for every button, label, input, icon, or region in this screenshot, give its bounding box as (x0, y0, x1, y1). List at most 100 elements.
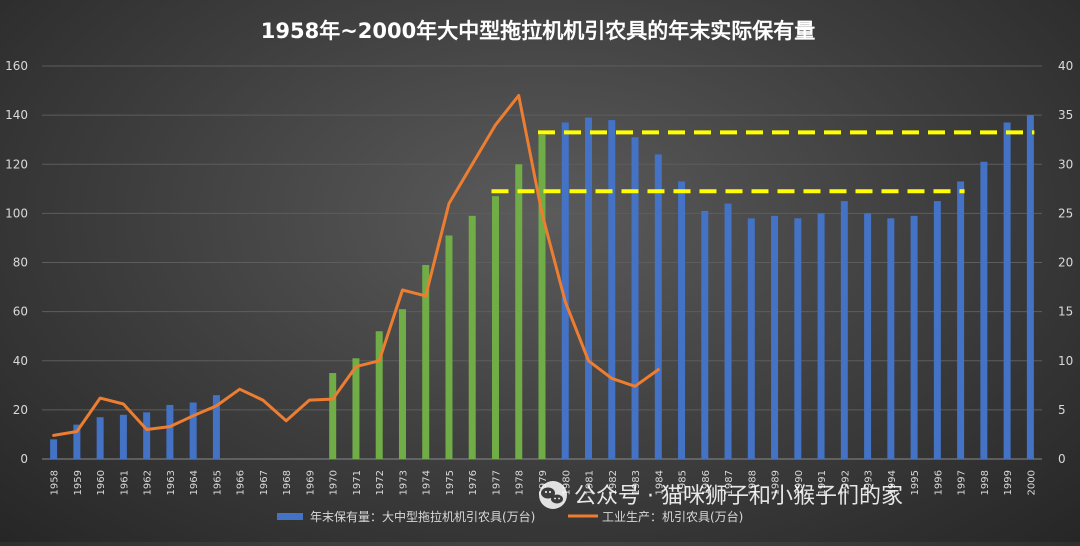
x-tick-label: 1976 (468, 470, 479, 495)
y-right-tick-label: 25 (1058, 206, 1073, 220)
bar (96, 417, 104, 459)
y-left-tick-label: 120 (5, 157, 28, 171)
x-tick-label: 1985 (678, 470, 689, 495)
x-tick-label: 1963 (166, 470, 177, 495)
bar (980, 161, 988, 459)
x-tick-label: 1995 (910, 470, 921, 495)
x-tick-label: 1983 (631, 470, 642, 495)
x-tick-label: 1975 (445, 470, 456, 495)
x-tick-label: 2000 (1026, 470, 1037, 495)
bar (1003, 122, 1011, 460)
bar (422, 264, 430, 459)
x-tick-label: 1966 (236, 470, 247, 495)
bar (212, 395, 220, 459)
bar-series (50, 115, 1034, 460)
x-tick-label: 1961 (119, 470, 130, 495)
bar (50, 439, 58, 459)
y-left-tick-label: 40 (13, 354, 28, 368)
legend: 年末保有量：大中型拖拉机机引农具(万台) 工业生产：机引农具(万台) (277, 509, 743, 524)
x-tick-label: 1971 (352, 470, 363, 495)
x-tick-label: 1978 (515, 470, 526, 495)
left-axis: 0 20 40 60 80 100 120 140 160 (5, 59, 28, 466)
y-left-tick-label: 140 (5, 108, 28, 122)
legend-label-line: 工业生产：机引农具(万台) (602, 509, 743, 524)
chart-title: 1958年~2000年大中型拖拉机机引农具的年末实际保有量 (261, 19, 816, 43)
bar (491, 196, 499, 459)
wechat-icon (539, 481, 567, 509)
line-series (52, 94, 660, 437)
x-tick-label: 1994 (887, 470, 898, 495)
x-tick-label: 1993 (864, 470, 875, 495)
bar (352, 358, 360, 459)
right-axis: 0 5 10 15 20 25 30 35 40 (1058, 59, 1073, 466)
bar (375, 331, 383, 459)
bar (73, 424, 81, 459)
bar (329, 373, 337, 459)
x-tick-label: 1999 (1003, 470, 1014, 495)
bar (1026, 115, 1034, 459)
x-tick-label: 1991 (817, 470, 828, 495)
bar (864, 213, 872, 459)
x-tick-label: 1962 (143, 470, 154, 495)
x-tick-label: 1982 (608, 470, 619, 495)
y-right-tick-label: 10 (1058, 354, 1073, 368)
legend-label-bar: 年末保有量：大中型拖拉机机引农具(万台) (310, 509, 535, 524)
bar (910, 215, 918, 459)
legend-swatch-bar (277, 513, 303, 520)
bar (957, 181, 965, 459)
bar (398, 309, 406, 459)
x-tick-label: 1969 (305, 470, 316, 495)
y-left-tick-label: 100 (5, 206, 28, 220)
bar (585, 117, 593, 460)
x-tick-label: 1990 (794, 470, 805, 495)
x-axis: 1958 1959 1960 1961 1962 1963 1964 1965 1966 1967… (50, 470, 1038, 495)
x-tick-label: 1977 (491, 470, 502, 495)
x-tick-label: 1979 (538, 470, 549, 495)
bar (189, 402, 197, 459)
x-tick-label: 1989 (771, 470, 782, 495)
bar (678, 181, 686, 459)
x-tick-label: 1964 (189, 470, 200, 495)
watermark-text: 公众号 · 猫咪狮子和小猴子们的家 (574, 484, 903, 509)
bar (840, 201, 848, 459)
x-tick-label: 1988 (747, 470, 758, 495)
y-right-tick-label: 30 (1058, 157, 1073, 171)
x-tick-label: 1958 (50, 470, 61, 495)
bar (468, 215, 476, 459)
x-tick-label: 1968 (282, 470, 293, 495)
bar (119, 414, 127, 459)
y-left-tick-label: 80 (13, 256, 28, 270)
x-tick-label: 1972 (375, 470, 386, 495)
y-right-tick-label: 35 (1058, 108, 1073, 122)
x-tick-label: 1965 (212, 470, 223, 495)
x-tick-label: 1984 (654, 470, 665, 495)
bar (445, 235, 453, 459)
bar (561, 122, 569, 460)
bar (817, 213, 825, 459)
x-tick-label: 1992 (840, 470, 851, 495)
x-tick-label: 1998 (980, 470, 991, 495)
bar (794, 218, 802, 459)
bar (538, 134, 546, 459)
reference-lines (491, 130, 1035, 194)
x-tick-label: 1996 (933, 470, 944, 495)
bar (654, 154, 662, 460)
x-tick-label: 1974 (422, 470, 433, 495)
watermark: 公众号 · 猫咪狮子和小猴子们的家 (539, 481, 903, 509)
bar (166, 404, 174, 459)
x-tick-label: 1997 (957, 470, 968, 495)
x-tick-label: 1986 (701, 470, 712, 495)
y-right-tick-label: 40 (1058, 59, 1073, 73)
bar (701, 210, 709, 459)
y-right-tick-label: 20 (1058, 256, 1073, 270)
y-right-tick-label: 0 (1058, 452, 1066, 466)
bar (747, 218, 755, 459)
bar (143, 412, 151, 459)
x-tick-label: 1973 (398, 470, 409, 495)
x-tick-label: 1981 (585, 470, 596, 495)
x-tick-label: 1970 (329, 470, 340, 495)
x-tick-label: 1980 (561, 470, 572, 495)
y-right-tick-label: 5 (1058, 403, 1066, 417)
